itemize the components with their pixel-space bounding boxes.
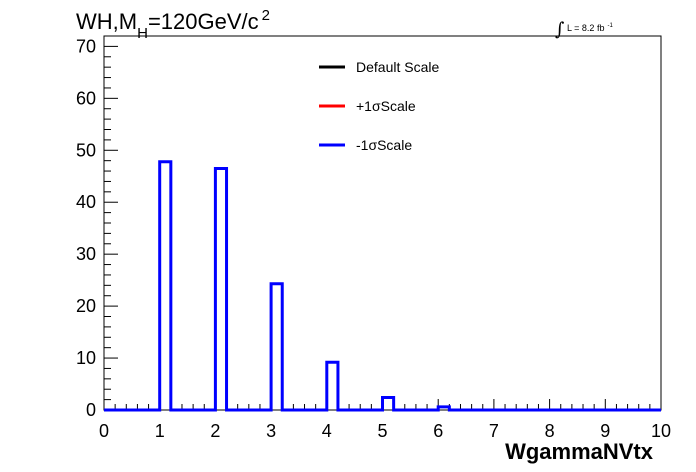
x-tick-label: 2 (210, 421, 220, 441)
y-tick-label: 60 (76, 88, 96, 108)
x-tick-label: 10 (651, 421, 671, 441)
x-tick-label: 1 (155, 421, 165, 441)
legend-label: +1σScale (356, 98, 416, 114)
chart-title: WH,MH=120GeV/c 2 (76, 7, 270, 42)
histogram-series-line (104, 160, 661, 412)
y-tick-label: 40 (76, 192, 96, 212)
y-tick-label: 70 (76, 36, 96, 56)
x-axis: 0 1 2 3 4 5 6 7 8 9 10 (99, 399, 671, 441)
x-tick-label: 0 (99, 421, 109, 441)
luminosity-label: L = 8.2 fb -1 (567, 23, 613, 33)
x-tick-label: 7 (489, 421, 499, 441)
histogram-bin (327, 362, 338, 410)
legend-label: Default Scale (356, 59, 439, 75)
legend-label: -1σScale (356, 137, 412, 153)
x-tick-label: 4 (322, 421, 332, 441)
y-tick-label: 10 (76, 348, 96, 368)
x-tick-label: 9 (600, 421, 610, 441)
legend: Default Scale +1σScale -1σScale (319, 59, 439, 153)
series-group (104, 160, 661, 412)
y-axis: 0 10 20 30 40 50 60 70 (76, 35, 118, 420)
histogram-bin (215, 168, 226, 410)
histogram-bin (271, 284, 282, 410)
y-tick-label: 20 (76, 296, 96, 316)
x-tick-label: 8 (545, 421, 555, 441)
x-axis-label: WgammaNVtx (505, 439, 654, 464)
x-tick-label: 5 (377, 421, 387, 441)
x-tick-label: 3 (266, 421, 276, 441)
y-tick-label: 50 (76, 140, 96, 160)
y-tick-label: 0 (86, 400, 96, 420)
histogram-bin (383, 398, 394, 410)
plot-frame (103, 35, 662, 411)
y-tick-label: 30 (76, 244, 96, 264)
luminosity-integral-sign: ∫ (555, 19, 565, 40)
x-tick-label: 6 (433, 421, 443, 441)
histogram-bin (160, 162, 171, 410)
